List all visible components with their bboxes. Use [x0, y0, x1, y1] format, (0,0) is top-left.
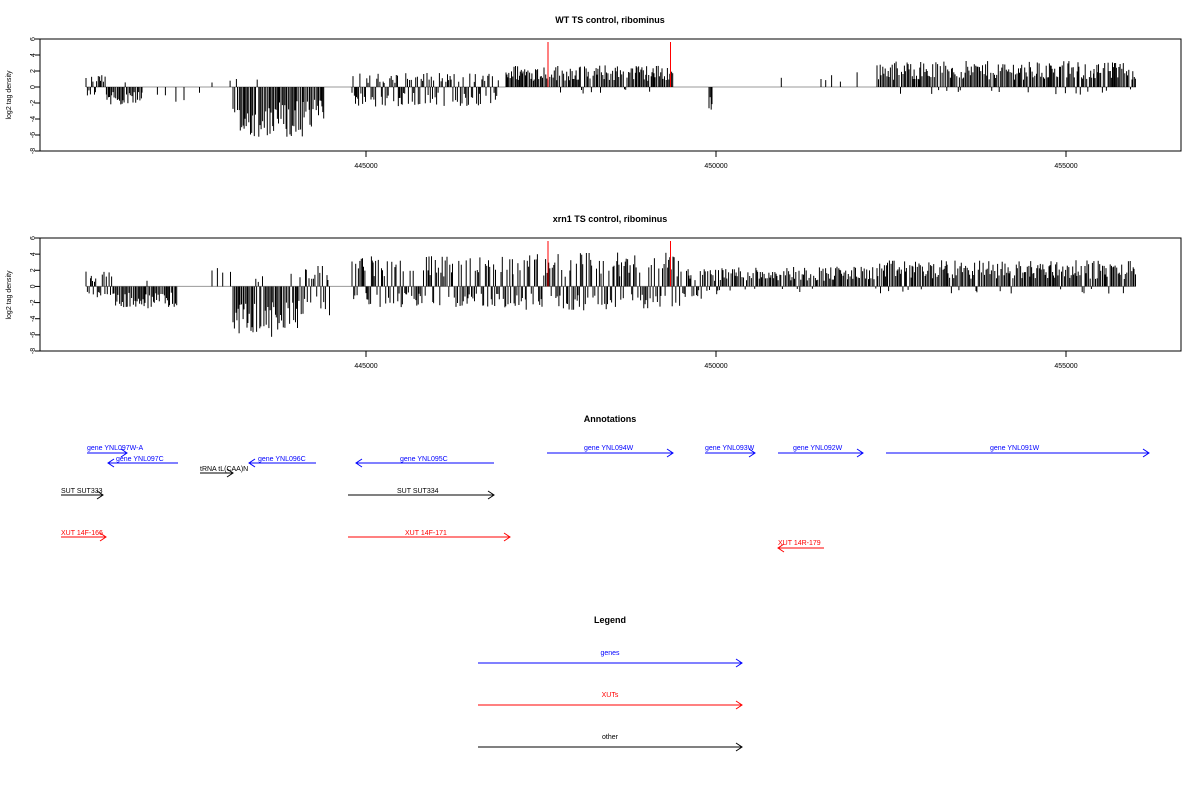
annotation-label: gene YNL094W	[584, 445, 634, 452]
x-tick-label: 455000	[1054, 163, 1077, 170]
legend-label: other	[602, 734, 619, 741]
y-tick-label: -4	[30, 316, 37, 322]
y-tick-label: 6	[30, 236, 37, 240]
annotation-label: gene YNL095C	[400, 456, 448, 463]
annotation-label: SUT SUT334	[397, 488, 439, 495]
annotation-label: XUT 14F-171	[405, 530, 447, 537]
y-tick-label: -6	[30, 332, 37, 338]
wt-panel-ylabel: log2 tag density	[6, 70, 13, 120]
legend-label: genes	[600, 650, 620, 657]
y-tick-label: 6	[30, 37, 37, 41]
annotations-track: Annotations gene YNL097W-A gene YNL097C tR…	[61, 414, 1150, 553]
annotation-feature: XUT 14F-166	[61, 530, 107, 542]
y-tick-label: 0	[30, 284, 37, 288]
x-tick-label: 450000	[704, 163, 727, 170]
annotation-feature: gene YNL092W	[778, 445, 864, 458]
y-tick-label: 4	[30, 53, 37, 57]
xrn1-x-axis: 445000 450000 455000	[354, 351, 1078, 370]
wt-panel-title: WT TS control, ribominus	[555, 15, 665, 25]
wt-plot-frame	[39, 38, 1182, 152]
x-tick-label: 450000	[704, 363, 727, 370]
legend-label: XUTs	[602, 692, 619, 699]
xrn1-plot-frame	[39, 237, 1182, 352]
x-tick-label: 445000	[354, 363, 377, 370]
annotation-feature: XUT 14F-171	[348, 530, 511, 542]
wt-bars	[85, 42, 1136, 137]
annotation-label: gene YNL092W	[793, 445, 843, 452]
annotation-feature: gene YNL093W	[705, 445, 756, 458]
annotation-feature: XUT 14R-179	[777, 540, 824, 553]
annotations-title: Annotations	[584, 414, 637, 424]
legend-title: Legend	[594, 615, 626, 625]
y-tick-label: 4	[30, 252, 37, 256]
y-tick-label: 2	[30, 69, 37, 73]
xrn1-y-axis: 6 4 2 0 -2 -4 -6 -8	[30, 236, 40, 354]
xrn1-panel: xrn1 TS control, ribominus log2 tag dens…	[6, 214, 1182, 370]
annotation-label: gene YNL097W-A	[87, 445, 143, 452]
wt-y-axis: 6 4 2 0 -2 -4 -6 -8	[30, 37, 40, 154]
annotation-feature: gene YNL095C	[355, 456, 494, 468]
annotation-feature: gene YNL091W	[886, 445, 1150, 458]
annotation-feature: SUT SUT334	[348, 488, 495, 500]
annotation-feature: gene YNL096C	[248, 456, 316, 468]
annotation-label: gene YNL097C	[116, 456, 164, 463]
annotation-label: XUT 14R-179	[778, 540, 821, 547]
annotation-label: gene YNL091W	[990, 445, 1040, 452]
legend-item: genes	[478, 650, 743, 668]
xrn1-panel-title: xrn1 TS control, ribominus	[553, 214, 668, 224]
annotation-feature: gene YNL097C	[107, 456, 178, 468]
annotation-label: gene YNL096C	[258, 456, 306, 463]
legend-item: XUTs	[478, 692, 743, 710]
wt-panel: WT TS control, ribominus log2 tag densit…	[6, 15, 1182, 170]
xrn1-bars	[85, 241, 1136, 337]
y-tick-label: -2	[30, 100, 37, 106]
legend: Legend genes XUTs other	[478, 615, 743, 752]
annotation-label: XUT 14F-166	[61, 530, 103, 537]
xrn1-panel-ylabel: log2 tag density	[6, 270, 13, 320]
y-tick-label: 0	[30, 85, 37, 89]
annotation-label: SUT SUT333	[61, 488, 103, 495]
x-tick-label: 445000	[354, 163, 377, 170]
legend-item: other	[478, 734, 743, 752]
annotation-feature: gene YNL094W	[547, 445, 674, 458]
annotation-label: gene YNL093W	[705, 445, 755, 452]
annotation-label: tRNA tL(CAA)N	[200, 466, 248, 473]
x-tick-label: 455000	[1054, 363, 1077, 370]
annotation-feature: gene YNL097W-A	[87, 445, 143, 458]
y-tick-label: 2	[30, 268, 37, 272]
y-tick-label: -4	[30, 116, 37, 122]
y-tick-label: -8	[30, 348, 37, 354]
wt-x-axis: 445000 450000 455000	[354, 151, 1078, 170]
y-tick-label: -2	[30, 299, 37, 305]
y-tick-label: -6	[30, 132, 37, 138]
annotation-feature: SUT SUT333	[61, 488, 104, 500]
annotation-feature: tRNA tL(CAA)N	[200, 466, 248, 478]
y-tick-label: -8	[30, 148, 37, 154]
